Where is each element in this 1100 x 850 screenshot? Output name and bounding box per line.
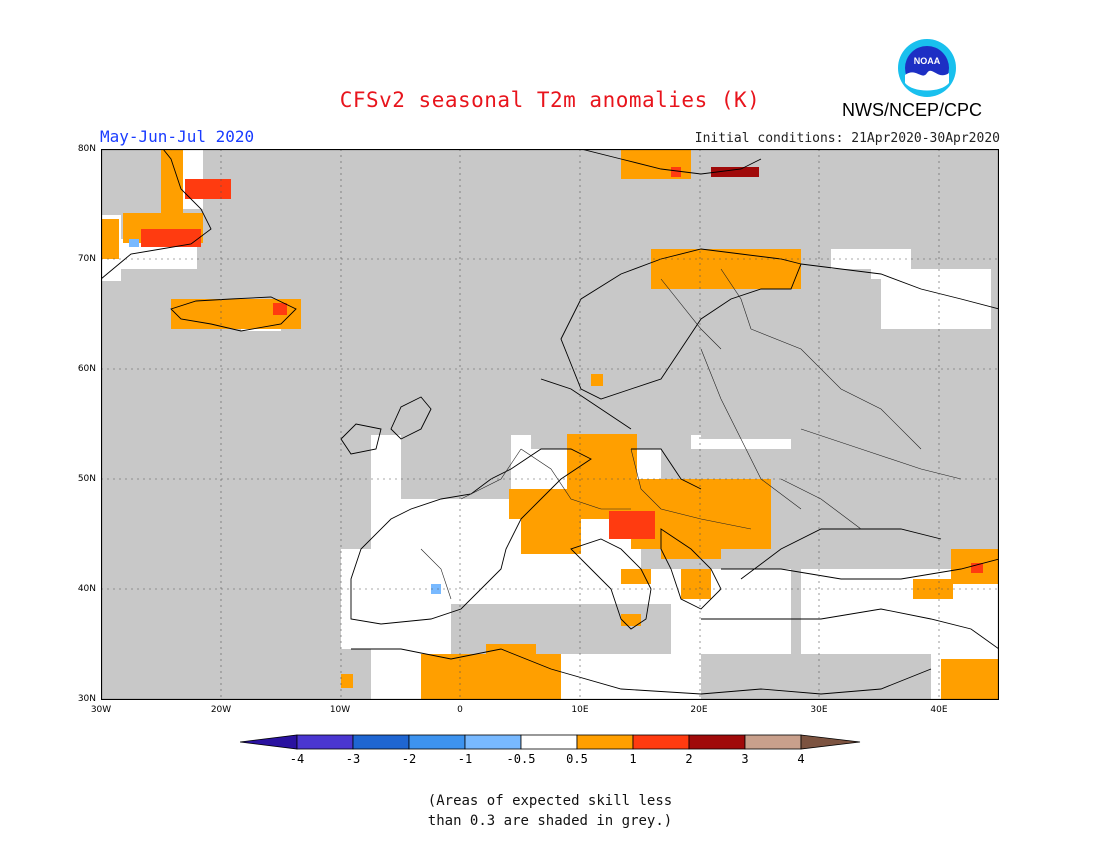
lon-tick-10w: 10W — [329, 705, 351, 715]
colorbar-label: 3 — [741, 752, 749, 766]
forecast-period: May-Jun-Jul 2020 — [100, 127, 255, 146]
initial-conditions: Initial conditions: 21Apr2020-30Apr2020 — [694, 131, 1000, 146]
lon-tick-20w: 20W — [210, 705, 232, 715]
colorbar-label: -4 — [289, 752, 305, 766]
lat-tick-40n: 40N — [77, 584, 96, 594]
lat-tick-50n: 50N — [77, 474, 96, 484]
agency-label: NWS/NCEP/CPC — [842, 100, 983, 120]
lon-tick-30w: 30W — [90, 705, 112, 715]
very-strong-warm-anomaly-areas — [711, 167, 759, 177]
colorbar-arrow-cold — [240, 734, 298, 750]
lon-tick-40e: 40E — [930, 705, 948, 715]
colorbar-arrow-warm — [800, 734, 861, 750]
lon-tick-0: 0 — [457, 705, 463, 715]
lon-tick-20e: 20E — [690, 705, 708, 715]
cool-anomaly-areas — [129, 239, 441, 594]
lat-tick-70n: 70N — [77, 254, 96, 264]
colorbar-label: -2 — [401, 752, 417, 766]
colorbar-swatch — [744, 734, 802, 750]
colorbar-swatch — [688, 734, 746, 750]
colorbar-label: -1 — [457, 752, 473, 766]
colorbar-label: 0.5 — [566, 752, 588, 766]
map-title: CFSv2 seasonal T2m anomalies (K) — [339, 88, 761, 112]
colorbar-label: 2 — [685, 752, 693, 766]
colorbar-swatch — [408, 734, 466, 750]
svg-text:NOAA: NOAA — [914, 56, 941, 66]
lat-tick-80n: 80N — [77, 144, 96, 154]
warm-anomaly-areas — [101, 149, 999, 700]
lat-tick-30n: 30N — [77, 694, 96, 704]
footnote-line-1: (Areas of expected skill less — [427, 793, 673, 809]
strong-warm-anomaly-areas — [141, 167, 983, 573]
graticule — [101, 149, 999, 700]
map-frame — [101, 149, 999, 700]
skill-footnote: (Areas of expected skill less than 0.3 a… — [0, 791, 1100, 831]
lon-tick-30e: 30E — [810, 705, 828, 715]
country-borders — [420, 268, 962, 600]
colorbar-swatch — [576, 734, 634, 750]
colorbar-label: -0.5 — [506, 752, 536, 766]
anomaly-map — [101, 149, 999, 700]
colorbar-label: 4 — [797, 752, 805, 766]
noaa-logo: NOAA — [898, 39, 956, 97]
lat-tick-60n: 60N — [77, 364, 96, 374]
colorbar-swatch — [632, 734, 690, 750]
colorbar-label: 1 — [629, 752, 637, 766]
colorbar — [240, 734, 861, 750]
coastlines — [101, 149, 999, 695]
colorbar-swatch — [296, 734, 354, 750]
colorbar-swatch — [352, 734, 410, 750]
colorbar-swatch — [520, 734, 578, 750]
footnote-line-2: than 0.3 are shaded in grey.) — [427, 813, 673, 829]
lon-tick-10e: 10E — [571, 705, 589, 715]
colorbar-swatch — [464, 734, 522, 750]
colorbar-label: -3 — [345, 752, 361, 766]
